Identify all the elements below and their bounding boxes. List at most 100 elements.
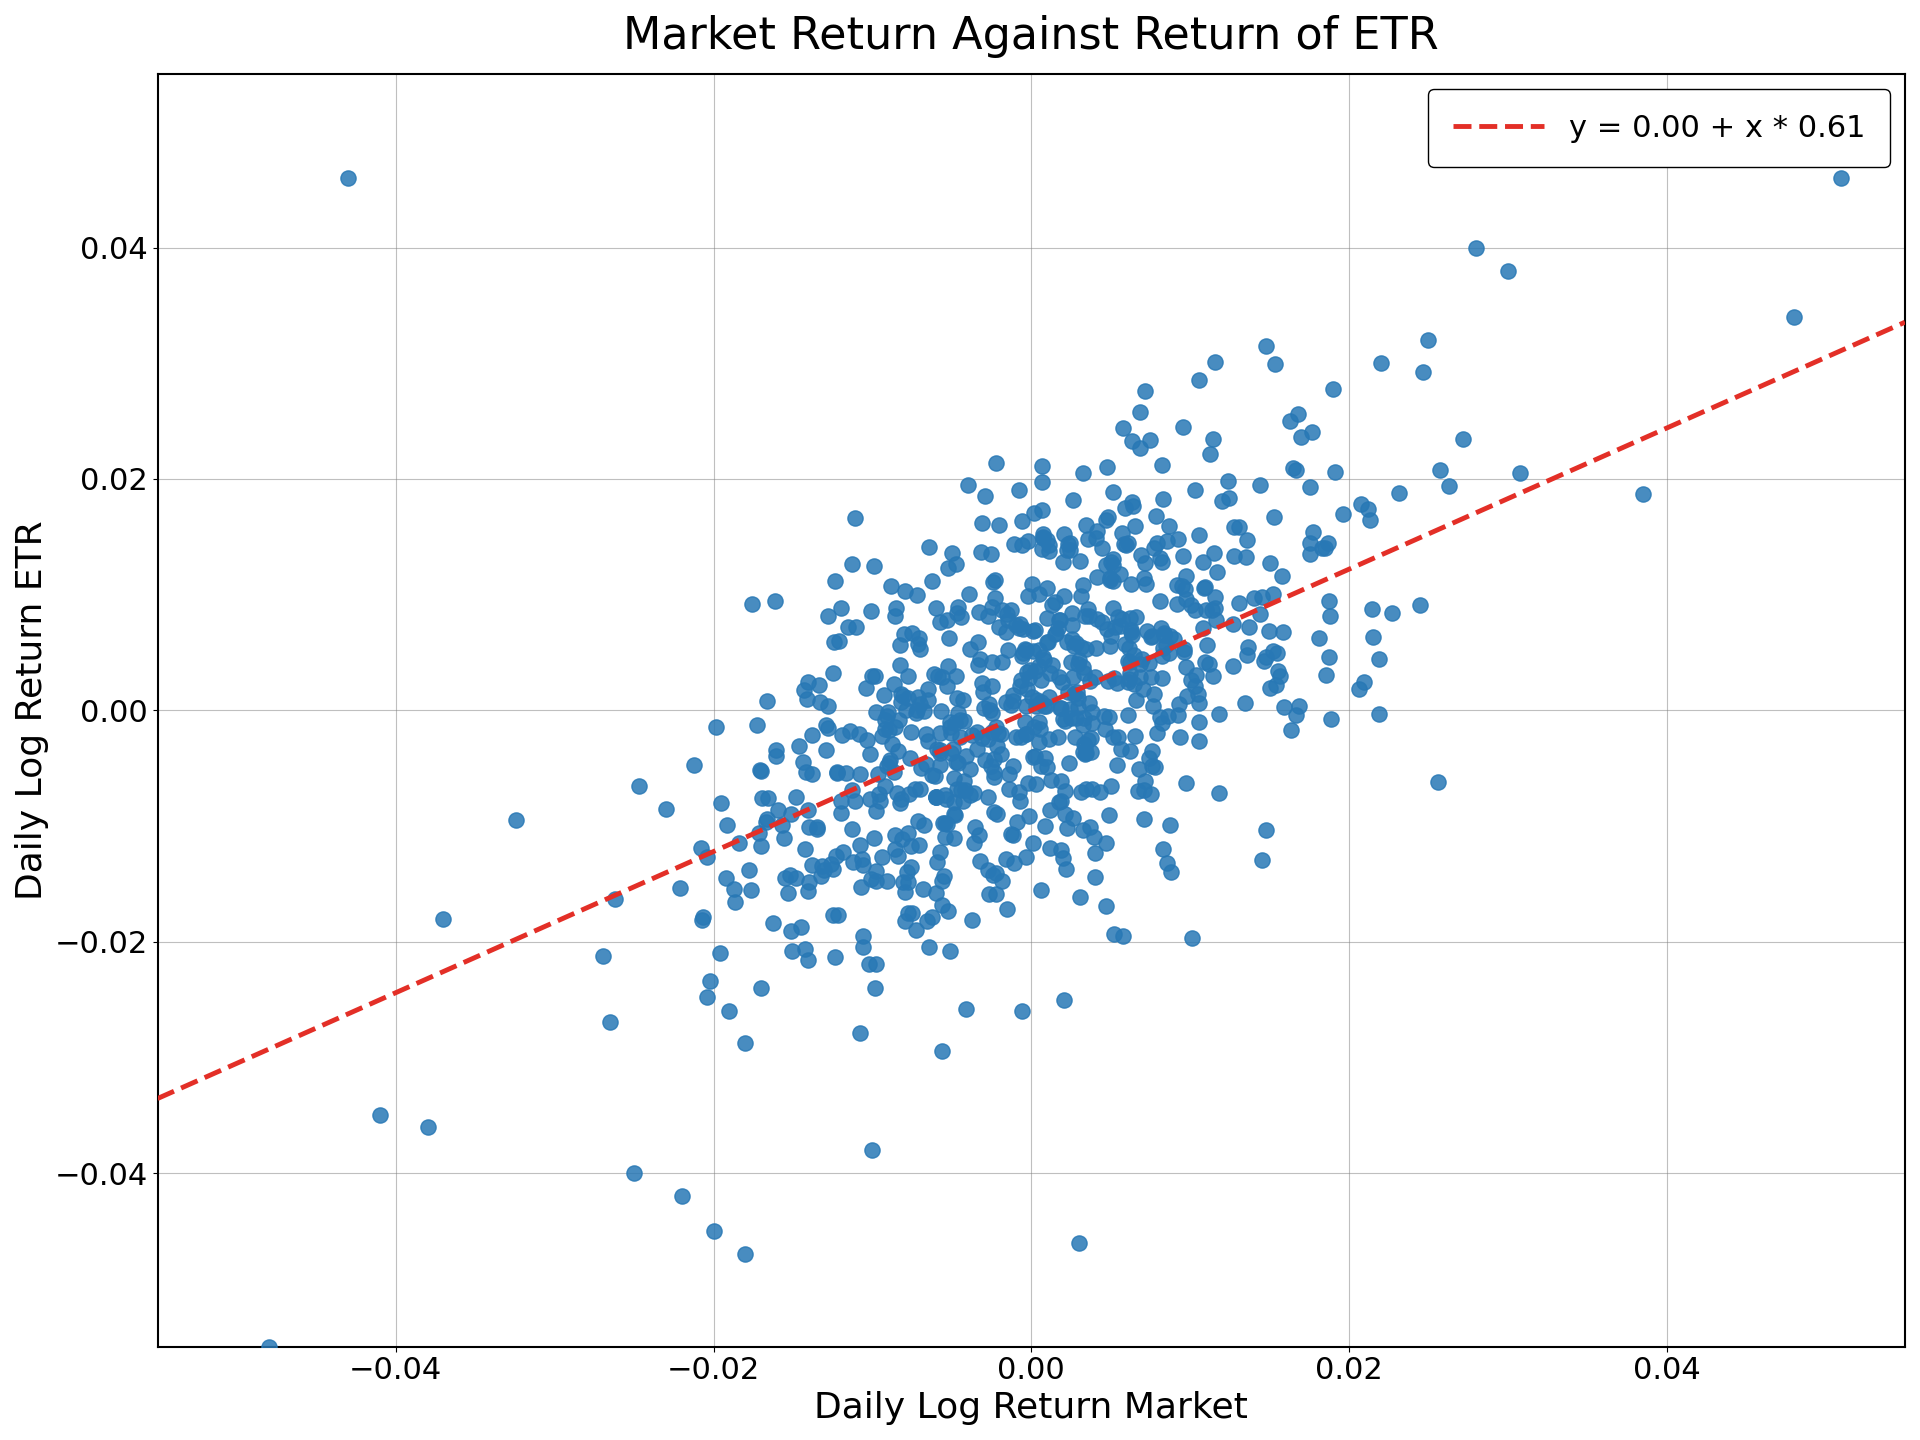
Point <box>966 850 996 873</box>
Point <box>1018 744 1048 768</box>
Point <box>812 696 843 719</box>
Point <box>1029 649 1060 672</box>
Point <box>1114 739 1144 762</box>
Point <box>1267 621 1298 644</box>
Point <box>860 860 891 883</box>
Point <box>762 798 793 821</box>
Point <box>793 671 824 694</box>
Point <box>1077 701 1108 724</box>
Point <box>804 674 835 697</box>
Point <box>962 737 993 760</box>
Point <box>766 814 797 837</box>
Point <box>1304 626 1334 649</box>
Point <box>1283 402 1313 425</box>
Point <box>1244 474 1275 497</box>
Point <box>839 789 870 812</box>
Point <box>1185 369 1215 392</box>
Point <box>1183 730 1213 753</box>
X-axis label: Daily Log Return Market: Daily Log Return Market <box>814 1391 1248 1426</box>
Point <box>1068 573 1098 596</box>
Point <box>818 661 849 684</box>
Point <box>837 851 868 874</box>
Point <box>1171 655 1202 678</box>
Point <box>1448 428 1478 451</box>
Point <box>1183 710 1213 733</box>
Point <box>712 814 743 837</box>
Point <box>964 824 995 847</box>
Point <box>1146 711 1177 734</box>
Point <box>1217 612 1248 635</box>
Point <box>1267 564 1298 588</box>
Point <box>1092 505 1123 528</box>
Point <box>1044 665 1075 688</box>
Point <box>1119 644 1150 667</box>
Point <box>922 737 952 760</box>
Point <box>904 638 935 661</box>
Point <box>1248 649 1279 672</box>
Point <box>856 664 887 687</box>
Point <box>1190 599 1221 622</box>
Point <box>1014 660 1044 683</box>
Point <box>1179 675 1210 698</box>
Point <box>778 940 808 963</box>
Point <box>1004 612 1035 635</box>
Point <box>954 583 985 606</box>
Point <box>866 789 897 812</box>
Point <box>1058 683 1089 706</box>
Point <box>1117 494 1148 517</box>
Point <box>1046 707 1077 730</box>
Point <box>941 602 972 625</box>
Point <box>856 599 887 622</box>
Point <box>885 791 916 814</box>
Point <box>1169 641 1200 664</box>
Point <box>1154 814 1185 837</box>
Point <box>701 716 732 739</box>
Point <box>1068 461 1098 484</box>
Point <box>1125 544 1156 567</box>
Point <box>975 698 1006 721</box>
Point <box>948 789 979 812</box>
Point <box>872 755 902 778</box>
Point <box>1098 547 1129 570</box>
Point <box>1052 631 1083 654</box>
Point <box>902 583 933 606</box>
Point <box>981 861 1012 884</box>
Point <box>1254 677 1284 700</box>
Point <box>1140 505 1171 528</box>
Point <box>1044 696 1075 719</box>
Point <box>891 881 922 904</box>
Point <box>968 511 998 534</box>
Point <box>998 690 1029 713</box>
Point <box>906 756 937 779</box>
Point <box>943 701 973 724</box>
Point <box>939 804 970 827</box>
Point <box>1140 755 1171 778</box>
Point <box>1010 723 1041 746</box>
Point <box>847 924 877 948</box>
Point <box>1183 683 1213 706</box>
Point <box>1108 924 1139 948</box>
Point <box>922 596 952 619</box>
Point <box>1008 618 1039 641</box>
Point <box>860 976 891 999</box>
Point <box>939 766 970 789</box>
Point <box>789 937 820 960</box>
Point <box>872 704 902 727</box>
Point <box>993 639 1023 662</box>
Point <box>1188 616 1219 639</box>
Point <box>789 678 820 701</box>
Point <box>1092 670 1123 693</box>
Point <box>1135 429 1165 452</box>
Point <box>1035 799 1066 822</box>
Point <box>1144 590 1175 613</box>
Point <box>895 746 925 769</box>
Point <box>1112 703 1142 726</box>
Point <box>1167 544 1198 567</box>
Point <box>945 605 975 628</box>
Point <box>879 824 910 847</box>
Point <box>893 664 924 687</box>
Point <box>977 651 1008 674</box>
Point <box>958 831 989 854</box>
Point <box>820 945 851 968</box>
Point <box>920 881 950 904</box>
